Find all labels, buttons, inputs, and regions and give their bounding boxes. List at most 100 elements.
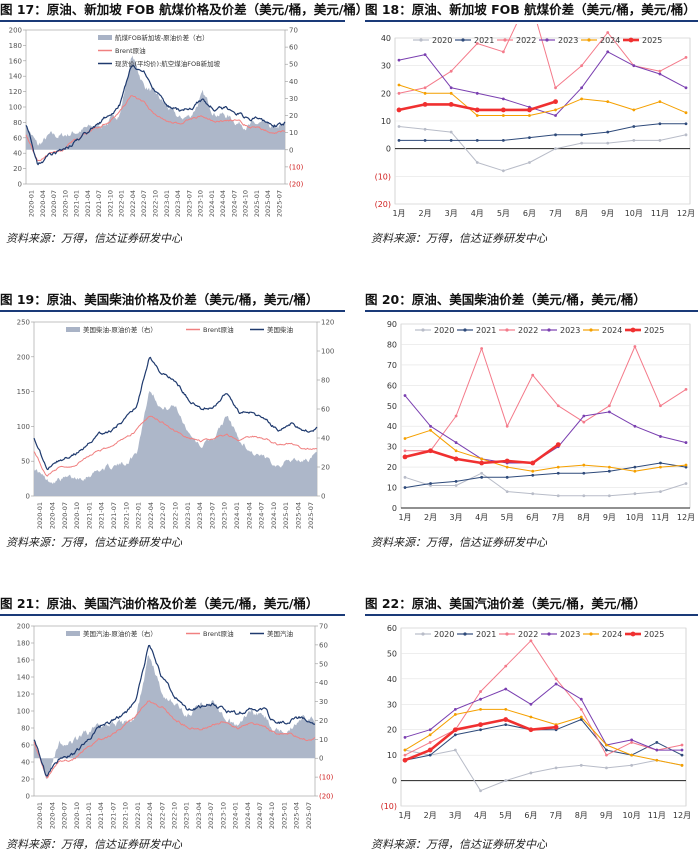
- x-tick-label: 7月: [549, 209, 562, 218]
- data-point-2021: [504, 723, 508, 727]
- series-line-2021: [404, 462, 687, 489]
- data-point-2021: [579, 718, 583, 721]
- x-tick-label: 2021-07: [95, 190, 103, 217]
- data-point-2023: [403, 735, 407, 739]
- x-tick-label: 2025-07: [275, 190, 283, 217]
- data-point-2021: [505, 475, 509, 479]
- data-point-2020: [580, 141, 584, 145]
- y-tick-label: 60: [387, 381, 397, 390]
- data-point-2024: [479, 707, 482, 711]
- data-point-2024: [504, 707, 508, 711]
- panel-fig20: 图 20：原油、美国柴油价差（美元/桶，美元/桶） 0 10 20 30 40 50 60 7…: [365, 292, 698, 550]
- data-point-2025: [478, 722, 483, 728]
- x-tick-label: 2023-01: [183, 802, 191, 829]
- data-point-2023: [554, 114, 557, 117]
- data-point-2020: [480, 471, 484, 475]
- data-point-2022: [423, 86, 427, 90]
- data-point-2022: [582, 420, 586, 424]
- legend-marker: [587, 38, 591, 42]
- data-point-2024: [630, 753, 634, 757]
- data-point-2021: [684, 465, 688, 469]
- data-point-2025: [553, 99, 558, 105]
- data-point-2022: [606, 31, 610, 34]
- data-point-2025: [504, 458, 510, 464]
- y-left-tick-label: 160: [17, 657, 30, 665]
- data-point-2025: [452, 727, 458, 733]
- series-line-2022: [405, 346, 687, 452]
- chart-fig21: 0 20 40 60 80 100 120 140 160 180 200 (20) (10) 0 10 20…: [17, 623, 334, 830]
- legend-swatch: [98, 35, 112, 40]
- x-tick-label: 2024-04: [244, 802, 252, 829]
- panel-fig21: 图 21：原油、美国汽油价格及价差（美元/桶，美元/桶） 0 20 40 60 80 10…: [0, 596, 345, 854]
- y-right-tick-label: 0: [319, 755, 323, 763]
- y-left-tick-label: 60: [13, 134, 22, 142]
- y-right-tick-label: 40: [321, 435, 330, 443]
- x-tick-label: 12月: [677, 209, 695, 218]
- legend-marker: [547, 632, 551, 636]
- data-point-2024: [423, 91, 427, 95]
- data-point-2024: [658, 100, 662, 104]
- data-point-2022: [556, 404, 560, 408]
- data-point-2021: [684, 122, 688, 126]
- data-point-2024: [554, 108, 557, 112]
- legend-label: 美国柴油-原油价差（右）: [83, 325, 157, 334]
- panel-fig19: 图 19：原油、美国柴油价格及价差（美元/桶，美元/桶） 0 50 100 150 20…: [0, 292, 345, 550]
- x-tick-label: 2022-01: [135, 502, 143, 529]
- y-tick-label: 40: [387, 422, 397, 431]
- data-point-2021: [397, 138, 401, 142]
- y-right-tick-label: 10: [289, 129, 298, 137]
- y-left-tick-label: 200: [17, 353, 30, 361]
- x-tick-label: 2月: [424, 513, 437, 522]
- data-point-2023: [453, 707, 457, 711]
- x-tick-label: 2月: [419, 209, 432, 218]
- data-point-2020: [528, 161, 531, 164]
- x-tick-label: 2021-07: [109, 802, 117, 829]
- legend-label: 2020: [434, 326, 454, 335]
- data-point-2025: [527, 107, 532, 113]
- chart-fig22: (10) 0 10 20 30 40 50 60 1月 2月 3月 4月 5月 6月 7月 8月 9月 10月 11…: [381, 624, 692, 820]
- x-tick-label: 2021-01: [73, 190, 81, 217]
- x-tick-label: 4月: [475, 513, 488, 522]
- data-point-2022: [480, 347, 484, 350]
- data-point-2022: [428, 741, 432, 744]
- x-tick-label: 7月: [552, 513, 565, 522]
- x-tick-label: 2025-07: [305, 802, 313, 829]
- legend-label: 2020: [434, 630, 454, 639]
- data-point-2024: [403, 437, 407, 440]
- data-point-2023: [579, 697, 583, 701]
- y-left-tick-label: 40: [21, 759, 30, 767]
- x-tick-label: 11月: [648, 811, 666, 820]
- y-right-tick-label: 60: [319, 641, 328, 649]
- x-tick-label: 2025-01: [282, 502, 290, 529]
- legend-label: Brent原油: [203, 629, 234, 638]
- y-right-tick-label: 0: [321, 493, 325, 501]
- y-left-tick-label: 100: [9, 104, 22, 112]
- legend-marker: [463, 328, 467, 332]
- data-point-2023: [397, 58, 401, 62]
- x-tick-label: 2023-07: [185, 190, 193, 217]
- y-tick-label: 30: [387, 443, 397, 452]
- legend-label: Brent原油: [203, 325, 234, 334]
- data-point-2020: [607, 494, 611, 498]
- x-tick-label: 2020-01: [36, 802, 44, 829]
- data-point-2023: [529, 702, 533, 706]
- data-point-2023: [655, 748, 659, 752]
- data-point-2025: [422, 102, 428, 107]
- y-left-tick-label: 80: [13, 119, 22, 127]
- y-right-tick-label: 100: [321, 348, 334, 356]
- x-tick-label: 2022-07: [159, 502, 167, 529]
- y-right-tick-label: 80: [321, 377, 330, 385]
- series-line-2023: [404, 683, 682, 751]
- data-point-2023: [658, 72, 662, 76]
- legend-label: 2022: [518, 630, 538, 639]
- data-point-2020: [658, 138, 662, 142]
- data-point-2022: [684, 388, 688, 391]
- legend-swatch: [66, 631, 80, 636]
- data-point-2025: [479, 460, 485, 466]
- y-right-tick-label: (10): [289, 163, 304, 171]
- legend-marker: [419, 38, 423, 42]
- legend-label: 2021: [476, 326, 496, 335]
- data-point-2020: [453, 748, 457, 752]
- x-tick-label: 5月: [497, 209, 510, 218]
- x-tick-label: 11月: [651, 209, 669, 218]
